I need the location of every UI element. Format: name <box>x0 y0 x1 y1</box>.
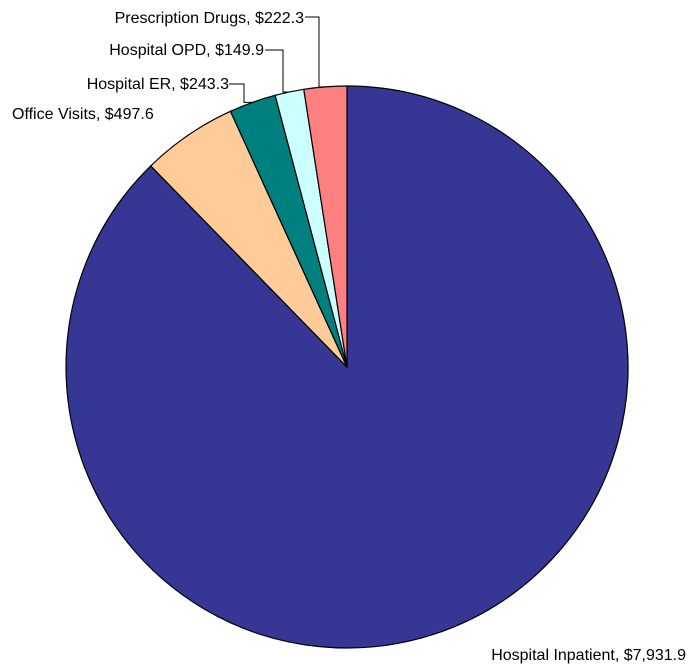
leader-line-hospital-opd <box>265 49 290 93</box>
leader-line-prescription-drugs <box>305 16 326 88</box>
slice-label-prescription-drugs: Prescription Drugs, $222.3 <box>115 10 305 27</box>
slice-label-hospital-er: Hospital ER, $243.3 <box>87 76 229 93</box>
pie-slices <box>65 85 629 649</box>
slice-labels: Hospital Inpatient, $7,931.9 Office Visit… <box>12 10 686 664</box>
leader-line-hospital-er <box>229 83 253 103</box>
slice-label-hospital-opd: Hospital OPD, $149.9 <box>109 42 264 59</box>
slice-label-hospital-inpatient: Hospital Inpatient, $7,931.9 <box>491 647 686 664</box>
leader-lines <box>229 16 326 103</box>
slice-label-office-visits: Office Visits, $497.6 <box>12 106 154 123</box>
pie-slice-prescription-drugs <box>303 85 348 368</box>
